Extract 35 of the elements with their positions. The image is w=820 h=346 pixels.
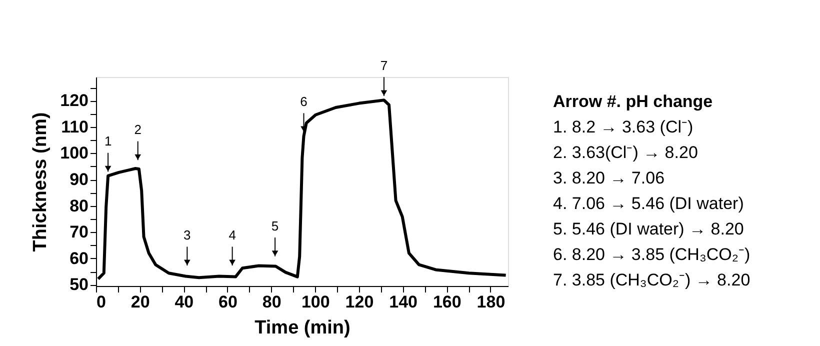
x-tick-label: 40 bbox=[174, 292, 194, 312]
y-tick-label: 100 bbox=[60, 144, 88, 163]
x-tick-label: 80 bbox=[262, 292, 282, 312]
text: 6. 8.20 → 3.85 (CH₃CO₂⁻) bbox=[553, 245, 750, 264]
text: 5. 5.46 (DI water) → 8.20 bbox=[553, 220, 744, 238]
text: 4. 7.06 → 5.46 (DI water) bbox=[553, 194, 744, 213]
text: 1. 8.2 → 3.63 (Cl⁻) bbox=[553, 118, 694, 136]
x-tick-label: 140 bbox=[389, 292, 418, 312]
text: 3. 8.20 → 7.06 bbox=[553, 168, 665, 188]
x-tick-label: 0 bbox=[96, 292, 106, 312]
text: Arrow #. pH change bbox=[553, 92, 713, 111]
annotation: 1 bbox=[104, 134, 112, 149]
x-tick-label: 180 bbox=[476, 292, 506, 312]
y-tick-label: 80 bbox=[70, 196, 88, 216]
text: 7. 3.85 (CH₃CO₂⁻) → 8.20 bbox=[553, 270, 750, 290]
y-tick-label: 110 bbox=[61, 117, 88, 136]
x-tick-label: 60 bbox=[218, 292, 238, 312]
y-axis-title: Thickness (nm) bbox=[30, 112, 52, 252]
annotation: 3 bbox=[184, 228, 191, 243]
y-tick-label: 120 bbox=[60, 91, 88, 110]
x-tick-label: 160 bbox=[432, 292, 462, 312]
x-tick-label: 20 bbox=[130, 292, 150, 312]
y-tick-label: 70 bbox=[70, 222, 88, 242]
annotation: 6 bbox=[300, 94, 308, 109]
text: 2. 3.63(Cl⁻) → 8.20 bbox=[553, 143, 698, 162]
y-tick-label: 60 bbox=[70, 248, 88, 268]
x-tick-label: 100 bbox=[301, 292, 330, 312]
annotation: 4 bbox=[228, 228, 236, 243]
y-tick-label: 90 bbox=[70, 170, 88, 190]
annotation: 7 bbox=[380, 58, 388, 73]
x-tick-label: 120 bbox=[345, 292, 374, 312]
annotation: 2 bbox=[134, 122, 142, 138]
annotation: 5 bbox=[271, 218, 279, 234]
y-tick-label: 50 bbox=[70, 275, 88, 294]
x-axis-title: Time (min) bbox=[254, 318, 350, 338]
